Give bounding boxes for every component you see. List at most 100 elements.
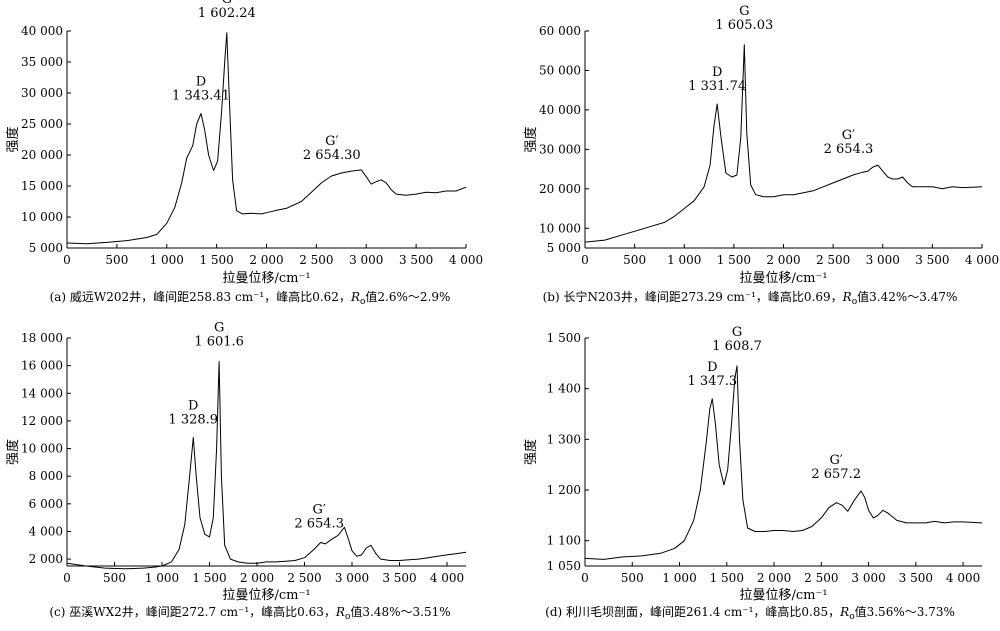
y-axis-title: 强度 — [5, 126, 21, 152]
y-tick-label: 1 100 — [547, 534, 581, 548]
y-tick-label: 10 000 — [21, 442, 63, 456]
y-axis-title: 强度 — [5, 439, 21, 465]
caption-label: (a) 威远W202井，峰间距258.83 cm⁻¹，峰高比0.62， — [50, 289, 351, 304]
raman-spectrum-line — [584, 44, 983, 243]
x-tick-label: 3 500 — [915, 253, 949, 267]
raman-spectrum-line — [66, 32, 467, 245]
x-tick-label: 1 000 — [145, 571, 179, 585]
x-tick-label: 0 — [63, 253, 71, 267]
caption-ro-symbol: R — [842, 290, 852, 304]
y-tick-label: 60 000 — [539, 24, 581, 38]
x-tick-label: 4 000 — [965, 253, 999, 267]
y-tick-label: 50 000 — [539, 63, 581, 77]
caption-ro-symbol: R — [839, 605, 849, 619]
y-tick-label: 10 000 — [539, 221, 581, 235]
x-tick-label: 0 — [581, 253, 589, 267]
caption-tail: 值3.42%～3.47% — [857, 289, 957, 304]
y-tick-label: 1 050 — [547, 559, 581, 573]
chart-panel-d: 0 500 1 000 1 500 2 000 2 500 3 000 3 500 4 000 1… — [523, 325, 983, 622]
y-tick-label: 25 000 — [21, 117, 63, 131]
x-tick-label: 1 000 — [662, 571, 696, 585]
y-axis-title: 强度 — [523, 439, 539, 465]
x-tick-label: 4 000 — [946, 571, 980, 585]
y-tick-label: 1 300 — [547, 432, 581, 446]
caption-ro-symbol: R — [335, 605, 345, 619]
raman-spectrum-line — [66, 361, 467, 570]
peak-value-label: 1 605.03 — [715, 18, 773, 33]
x-tick-label: 4 000 — [430, 571, 464, 585]
caption-label: (c) 巫溪WX2井，峰间距272.7 cm⁻¹，峰高比0.63， — [49, 604, 336, 619]
peak-value-label: 1 331.74 — [688, 79, 746, 94]
y-tick-label: 16 000 — [21, 359, 63, 373]
caption-ro-subscript: o — [852, 297, 857, 307]
y-tick-label: 2 000 — [29, 552, 63, 566]
y-tick-label: 1 400 — [547, 382, 581, 396]
panel-caption: (a) 威远W202井，峰间距258.83 cm⁻¹，峰高比0.62，Ro值2.… — [50, 289, 451, 307]
x-tick-label: 1 500 — [717, 253, 751, 267]
chart-panel-b: 0 500 1 000 1 500 2 000 2 500 3 000 3 500 4 000 5… — [523, 4, 999, 307]
peak-name-label: D — [196, 74, 206, 89]
x-tick-label: 3 000 — [866, 253, 900, 267]
peak-value-label: 2 657.2 — [811, 467, 861, 482]
raman-spectrum-line — [584, 365, 983, 560]
peak-value-label: 2 654.3 — [824, 142, 874, 157]
y-tick-label: 14 000 — [21, 386, 63, 400]
peak-value-label: 2 654.30 — [303, 148, 361, 163]
peak-value-label: 1 343.41 — [172, 88, 230, 103]
x-tick-label: 2 500 — [816, 253, 850, 267]
y-tick-label: 35 000 — [21, 55, 63, 69]
x-tick-label: 1 500 — [710, 571, 744, 585]
y-tick-label: 8 000 — [29, 469, 63, 483]
x-tick-label: 1 000 — [150, 253, 184, 267]
x-tick-label: 500 — [103, 571, 126, 585]
y-tick-label: 10 000 — [21, 210, 63, 224]
x-tick-label: 3 500 — [382, 571, 416, 585]
peak-value-label: 1 347.3 — [688, 374, 738, 389]
x-tick-label: 2 500 — [299, 253, 333, 267]
x-axis-title: 拉曼位移/cm⁻¹ — [222, 588, 310, 603]
x-tick-label: 2 000 — [766, 253, 800, 267]
peak-name-label: G′ — [842, 128, 855, 143]
caption-tail: 值3.56%～3.73% — [855, 604, 955, 619]
caption-tail: 值3.48%～3.51% — [350, 604, 450, 619]
peak-name-label: G — [214, 320, 224, 335]
x-tick-label: 1 000 — [667, 253, 701, 267]
caption-ro-subscript: o — [360, 297, 365, 307]
chart-panel-c: 0 500 1 000 1 500 2 000 2 500 3 000 3 500 4 000 2… — [5, 320, 467, 622]
y-tick-label: 1 200 — [547, 483, 581, 497]
peak-name-label: G — [732, 325, 742, 340]
peak-value-label: 1 608.7 — [712, 339, 762, 354]
y-tick-label: 6 000 — [29, 497, 63, 511]
x-tick-label: 3 000 — [335, 571, 369, 585]
y-tick-label: 20 000 — [539, 182, 581, 196]
peak-value-label: 1 601.6 — [194, 334, 244, 349]
x-tick-label: 3 500 — [399, 253, 433, 267]
peak-value-label: 2 654.3 — [294, 517, 344, 532]
y-tick-label: 40 000 — [539, 103, 581, 117]
x-axis-title: 拉曼位移/cm⁻¹ — [222, 271, 310, 286]
x-tick-label: 2 000 — [757, 571, 791, 585]
panel-caption: (d) 利川毛坝剖面，峰间距261.4 cm⁻¹，峰高比0.85，Ro值3.56… — [545, 604, 955, 622]
x-axis-title: 拉曼位移/cm⁻¹ — [739, 271, 827, 286]
x-tick-label: 3 500 — [899, 571, 933, 585]
y-tick-label: 30 000 — [21, 86, 63, 100]
x-tick-label: 2 000 — [249, 253, 283, 267]
x-tick-label: 2 500 — [287, 571, 321, 585]
x-tick-label: 1 500 — [199, 253, 233, 267]
y-tick-label: 40 000 — [21, 24, 63, 38]
peak-name-label: G′ — [325, 134, 338, 149]
x-tick-label: 3 000 — [349, 253, 383, 267]
peak-value-label: 1 602.24 — [198, 6, 256, 21]
y-tick-label: 20 000 — [21, 148, 63, 162]
x-tick-label: 500 — [105, 253, 128, 267]
peak-name-label: D — [712, 65, 722, 80]
x-tick-label: 4 000 — [449, 253, 483, 267]
peak-name-label: D — [707, 360, 717, 375]
x-tick-label: 0 — [63, 571, 71, 585]
peak-name-label: G′ — [312, 503, 325, 518]
x-tick-label: 500 — [623, 253, 646, 267]
y-tick-label: 18 000 — [21, 331, 63, 345]
x-tick-label: 0 — [581, 571, 589, 585]
caption-ro-symbol: R — [350, 290, 360, 304]
chart-panel-a: 0 500 1 000 1 500 2 000 2 500 3 000 3 500 4 000 5… — [5, 0, 483, 307]
